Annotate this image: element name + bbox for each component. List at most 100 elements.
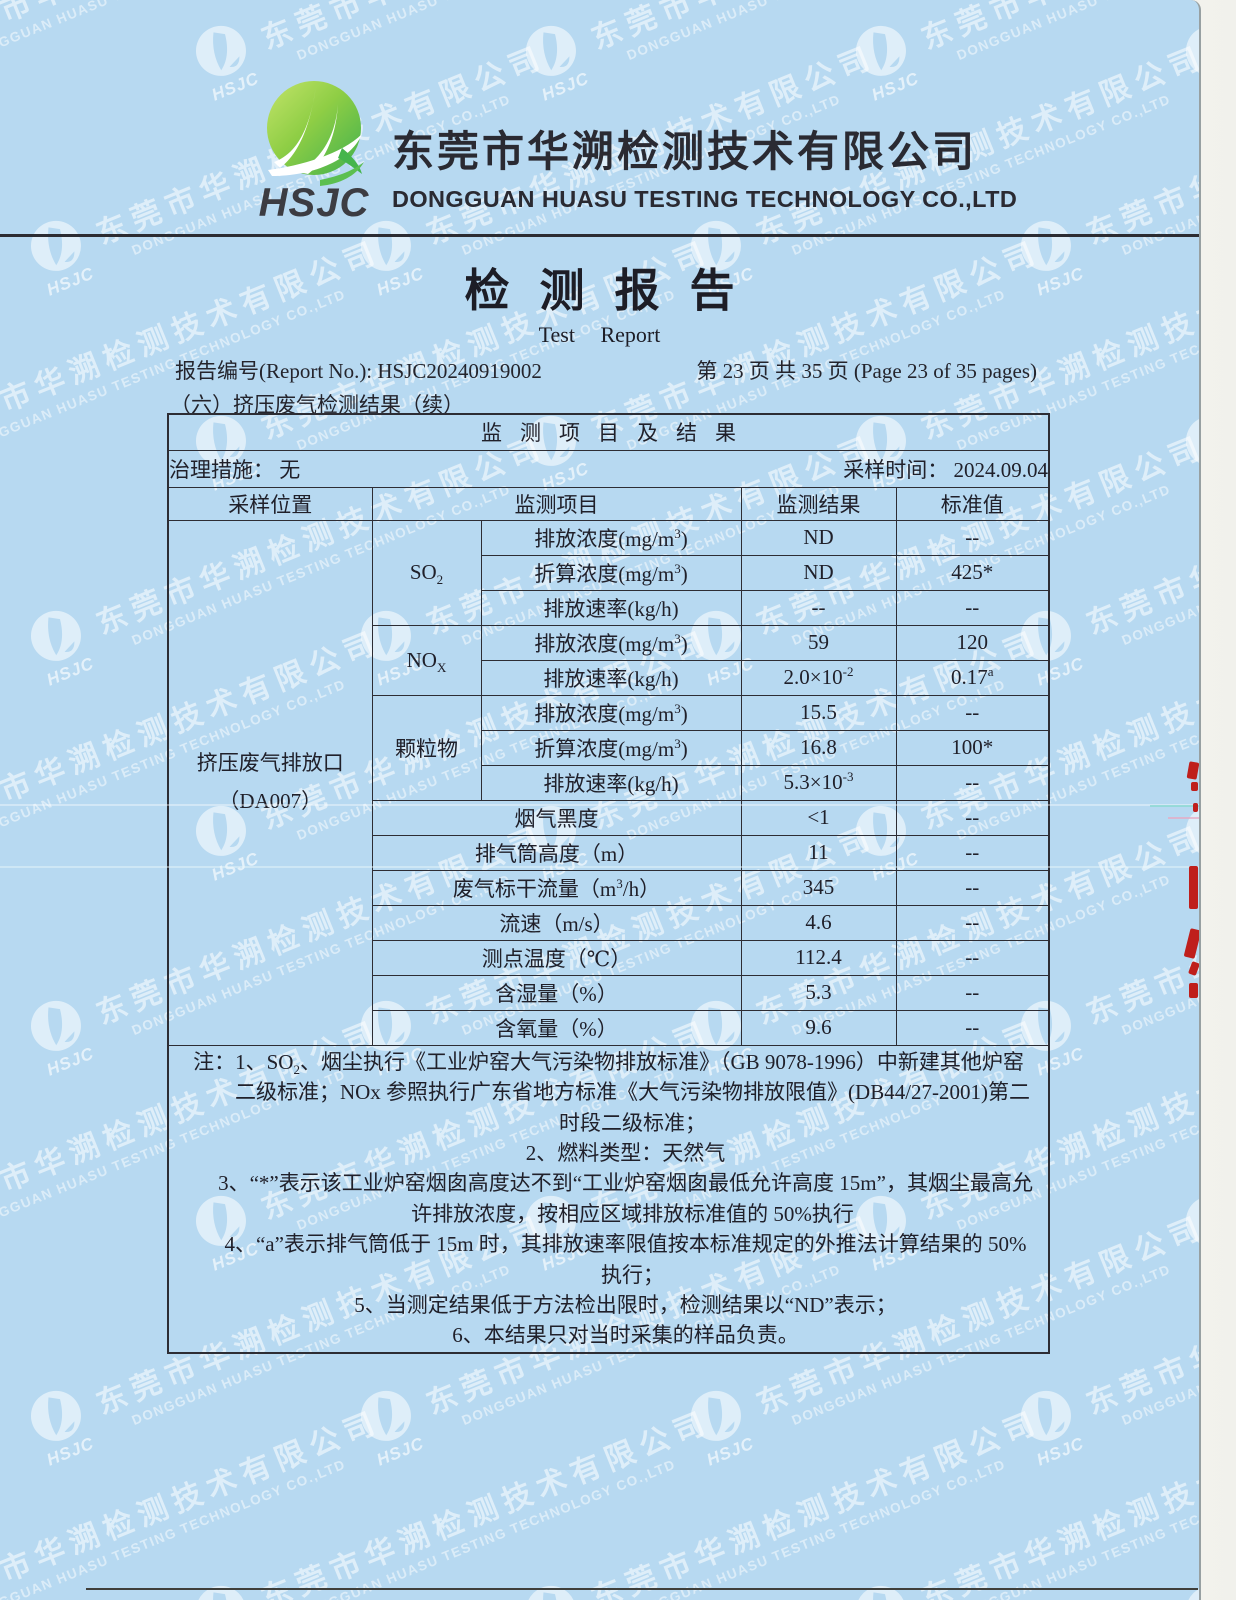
company-logo-icon: HSJC [250, 70, 382, 225]
treatment-measure: 治理措施： 无 [169, 457, 301, 482]
pollutant-group-nox: NOX [371, 624, 482, 696]
table-row: 排放速率(kg/h) 2.0×10-2 0.17a [168, 659, 1050, 696]
param-cell: 排气筒高度（m） [371, 834, 742, 871]
note-line: 执行； [601, 1262, 665, 1287]
watermark-sail-icon: HSJC [21, 211, 100, 302]
standard-cell: -- [895, 519, 1050, 556]
notes-cell: 注：1、SO2、烟尘执行《工业炉窑大气污染物排放标准》（GB 9078-1996… [167, 1044, 1050, 1354]
watermark-sail-icon: HSJC [846, 1576, 925, 1600]
page-content: HSJC 东莞市华溯检测技术有限公司 DONGGUAN HUASU TESTIN… [0, 70, 1199, 1354]
watermark-sail-icon: HSJC [1011, 211, 1090, 302]
page-bottom-rule [86, 1588, 1198, 1591]
result-cell: -- [740, 589, 897, 626]
result-cell: 9.6 [740, 1009, 897, 1046]
note-line: 2、燃料类型：天然气 [525, 1140, 726, 1165]
page-indicator: 第 23 页 共 35 页 (Page 23 of 35 pages) [696, 359, 1037, 383]
note-line: 6、本结果只对当时采集的样品负责。 [452, 1323, 799, 1348]
result-cell: ND [740, 519, 897, 556]
col-header-location: 采样位置 [167, 486, 373, 521]
note-line: 注：1、SO2、烟尘执行《工业炉窑大气污染物排放标准》（GB 9078-1996… [193, 1049, 1024, 1077]
param-cell: 排放速率(kg/h) [480, 589, 742, 626]
param-cell: 排放浓度(mg/m3) [480, 694, 742, 731]
watermark-sail-icon: HSJC [351, 211, 430, 302]
watermark-sail-icon: HSJC [516, 1576, 595, 1600]
table-meta-row: 治理措施： 无 采样时间： 2024.09.04 [167, 449, 1050, 488]
notes-row: 注：1、SO2、烟尘执行《工业炉窑大气污染物排放标准》（GB 9078-1996… [167, 1044, 1050, 1354]
param-cell: 折算浓度(mg/m3) [480, 729, 742, 766]
col-header-result: 监测结果 [740, 486, 897, 521]
meta-row: 报告编号(Report No.): HSJC20240919002 第 23 页… [175, 355, 1037, 385]
param-cell: 排放浓度(mg/m3) [480, 624, 742, 661]
company-name-cn: 东莞市华溯检测技术有限公司 [392, 128, 978, 175]
param-cell: 含氧量（%） [371, 1009, 742, 1046]
param-cell: 排放速率(kg/h) [480, 764, 742, 801]
table-row: 废气标干流量（m3/h） 345 -- [168, 869, 1050, 906]
table-row: 折算浓度(mg/m3) ND 425* [168, 554, 1050, 591]
column-header-row: 采样位置 监测项目 监测结果 标准值 [167, 486, 1050, 521]
location-line1: 挤压废气排放口 [196, 750, 344, 775]
note-line: 二级标准；NOx 参照执行广东省地方标准《大气污染物排放限值》(DB44/27-… [234, 1080, 1031, 1105]
stamp-fragment [1191, 782, 1198, 791]
standard-cell: -- [895, 1009, 1050, 1046]
note-line: 许排放浓度，按相应区域排放标准值的 50%执行 [411, 1201, 854, 1226]
note-line: 5、当测定结果低于方法检出限时，检测结果以“ND”表示； [354, 1292, 897, 1317]
standard-cell: -- [895, 694, 1050, 731]
watermark-sail-icon: HSJC [681, 1381, 760, 1472]
pollutant-group-so2: SO2 [371, 519, 482, 626]
standard-cell: -- [895, 834, 1050, 871]
table-row: 排放速率(kg/h) -- -- [168, 589, 1050, 626]
scan-artifact-line [1150, 805, 1199, 807]
col-header-item: 监测项目 [371, 486, 742, 521]
watermark-sail-icon: HSJC [516, 16, 595, 107]
standard-cell: -- [895, 764, 1050, 801]
report-title-cn: 检测报告 [464, 266, 765, 316]
table-row: 测点温度（℃） 112.4 -- [168, 939, 1050, 976]
table-title: 监测项目及结果 [167, 413, 1050, 451]
location-line2: （DA007） [218, 788, 323, 813]
standard-cell: -- [895, 974, 1050, 1011]
result-cell: ND [740, 554, 897, 591]
watermark-sail-icon: HSJC [21, 991, 100, 1082]
sampling-location-cell: 挤压废气排放口 （DA007） [167, 519, 373, 1046]
result-cell: 5.3×10-3 [740, 764, 897, 801]
note-line: 4、“a”表示排气筒低于 15m 时，其排放速率限值按本标准规定的外推法计算结果… [224, 1232, 1027, 1257]
standard-cell: 120 [895, 624, 1050, 661]
note-line: 3、“*”表示该工业炉窑烟囱高度达不到“工业炉窑烟囱最低允许高度 15m”，其烟… [218, 1171, 1033, 1196]
result-cell: 112.4 [740, 939, 897, 976]
sampling-time: 采样时间： 2024.09.04 [843, 457, 1049, 482]
watermark-sail-icon: HSJC [186, 1576, 265, 1600]
table-row: NOX 排放浓度(mg/m3) 59 120 [168, 624, 1050, 696]
table-row: 颗粒物 排放浓度(mg/m3) 15.5 -- [168, 694, 1050, 801]
report-page: HSJC 东莞市华溯检测技术有限公司 DONGGUAN HUASU TESTING … [0, 0, 1201, 1600]
watermark-sail-icon: HSJC [21, 601, 100, 692]
standard-cell: 0.17a [895, 659, 1050, 696]
param-cell: 排放浓度(mg/m3) [480, 519, 742, 556]
svg-text:HSJC: HSJC [259, 181, 370, 222]
stamp-fragment [1189, 866, 1198, 909]
param-cell: 废气标干流量（m3/h） [371, 869, 742, 906]
watermark-sail-icon: HSJC [1176, 406, 1199, 497]
scan-artifact-line [1168, 817, 1199, 819]
watermark-sail-icon: HSJC [1011, 1381, 1090, 1472]
table-row: 含湿量（%） 5.3 -- [168, 974, 1050, 1011]
standard-cell: 425* [895, 554, 1050, 591]
table-row: 排放速率(kg/h) 5.3×10-3 -- [168, 764, 1050, 801]
table-row: 流速（m/s） 4.6 -- [168, 904, 1050, 941]
watermark-sail-icon: HSJC [1176, 16, 1199, 107]
standard-cell: -- [895, 589, 1050, 626]
table-row: 折算浓度(mg/m3) 16.8 100* [168, 729, 1050, 766]
